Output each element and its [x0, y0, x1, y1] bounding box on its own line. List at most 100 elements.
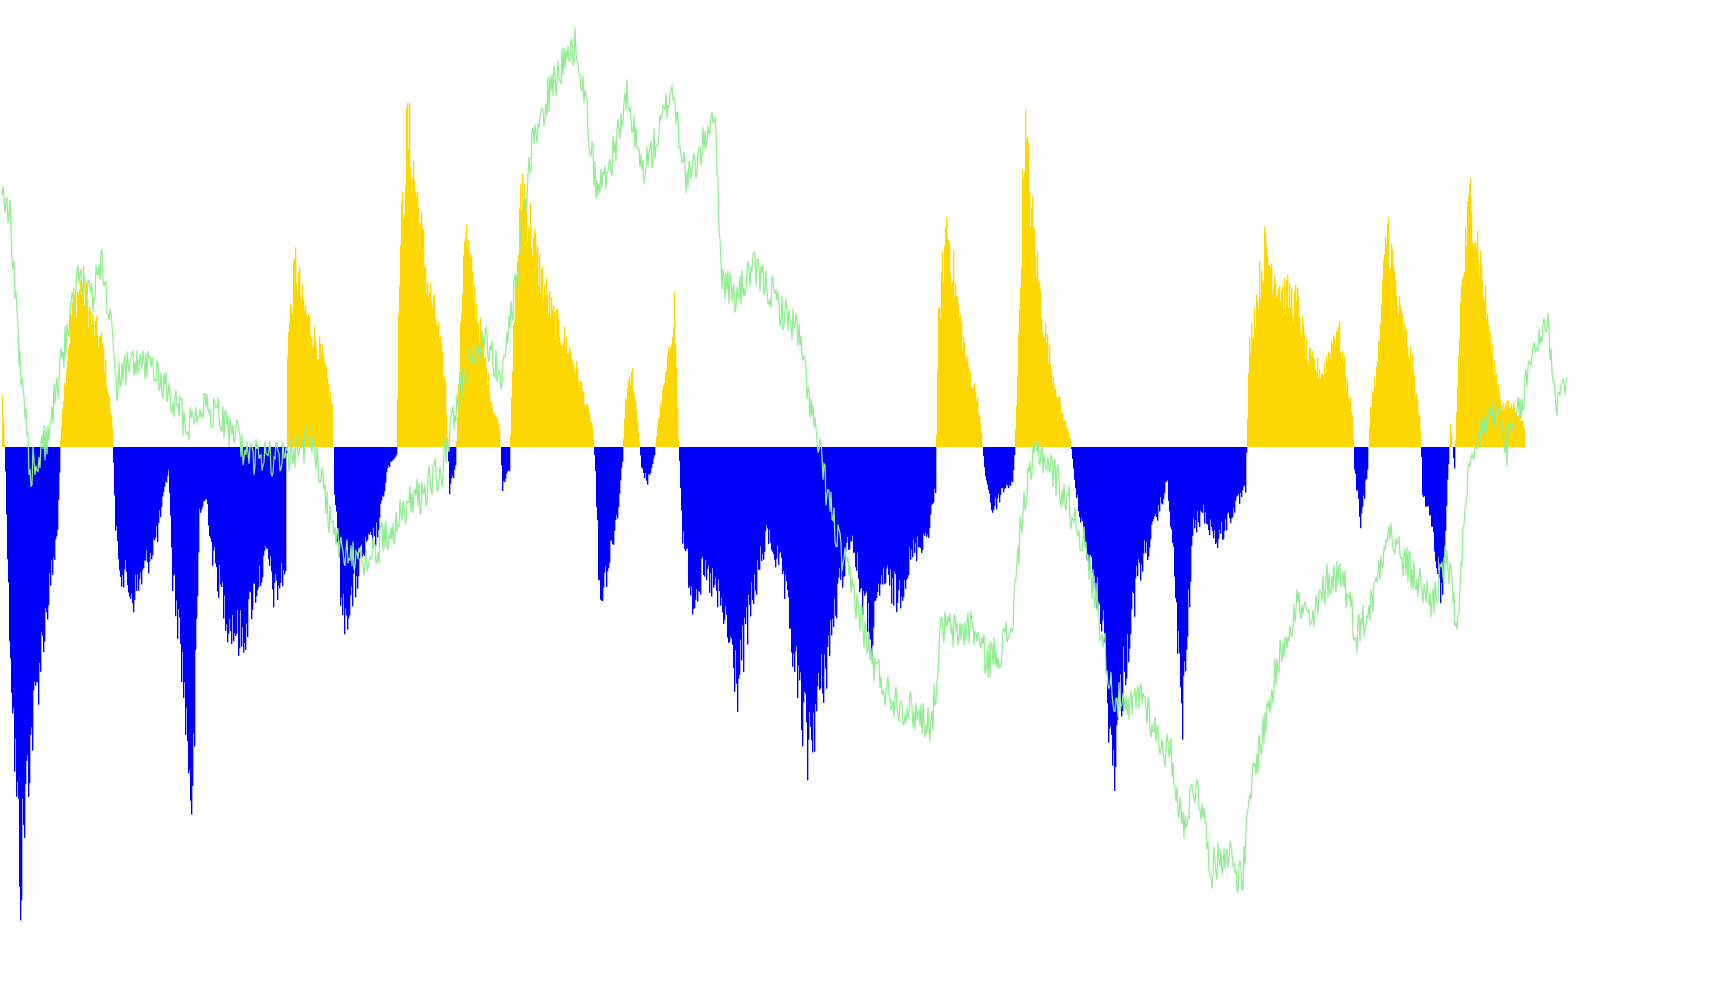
negative-bar: [1177, 447, 1179, 654]
negative-bar: [612, 447, 614, 545]
positive-bar: [941, 271, 943, 447]
positive-bar: [1058, 396, 1060, 447]
negative-bar: [1216, 447, 1218, 543]
positive-bar: [539, 254, 541, 447]
positive-bar: [1505, 405, 1507, 447]
positive-bar: [1491, 352, 1493, 447]
negative-bar: [340, 447, 342, 606]
negative-bar: [257, 447, 259, 591]
positive-bar: [1381, 304, 1383, 447]
negative-bar: [989, 447, 991, 494]
negative-bar: [363, 447, 365, 555]
negative-bar: [1453, 447, 1455, 459]
positive-bar: [1401, 310, 1403, 447]
negative-bar: [884, 447, 886, 585]
positive-bar: [669, 351, 671, 447]
negative-bar: [752, 447, 754, 601]
negative-bar: [912, 447, 914, 558]
negative-bar: [55, 447, 57, 540]
negative-bar: [803, 447, 805, 703]
negative-bar: [1426, 447, 1428, 507]
positive-bar: [533, 237, 535, 447]
negative-bar: [991, 447, 993, 511]
negative-bar: [780, 447, 782, 553]
negative-bar: [1203, 447, 1205, 505]
positive-bar: [498, 423, 500, 447]
positive-bar: [63, 401, 65, 447]
negative-bar: [45, 447, 47, 609]
positive-bar: [532, 255, 534, 447]
negative-bar: [140, 447, 142, 573]
negative-bar: [9, 447, 11, 641]
negative-bar: [909, 447, 911, 548]
positive-bar: [1394, 271, 1396, 447]
negative-bar: [919, 447, 921, 548]
positive-bar: [1018, 333, 1020, 447]
positive-bar: [657, 427, 659, 447]
positive-bar: [107, 390, 109, 447]
negative-bar: [814, 447, 816, 752]
positive-bar: [1035, 255, 1037, 447]
positive-bar: [1523, 425, 1525, 447]
positive-bar: [965, 354, 967, 447]
positive-bar: [963, 336, 965, 447]
negative-bar: [594, 447, 596, 456]
negative-bar: [1073, 447, 1075, 469]
negative-bar: [1360, 447, 1362, 529]
positive-bar: [417, 191, 419, 447]
negative-bar: [1165, 447, 1167, 483]
negative-bar: [916, 447, 918, 562]
positive-bar: [90, 310, 92, 447]
negative-bar: [896, 447, 898, 613]
negative-bar: [772, 447, 774, 552]
negative-bar: [144, 447, 146, 561]
negative-bar: [865, 447, 867, 594]
negative-bar: [599, 447, 601, 581]
positive-bar: [588, 408, 590, 447]
negative-bar: [279, 447, 281, 589]
negative-bar: [1089, 447, 1091, 558]
negative-bar: [731, 447, 733, 639]
negative-bar: [721, 447, 723, 598]
positive-bar: [465, 236, 467, 447]
negative-bar: [747, 447, 749, 645]
positive-bar: [961, 323, 963, 447]
positive-bar: [1507, 408, 1509, 447]
positive-bar: [628, 380, 630, 447]
positive-bar: [978, 412, 980, 447]
negative-bar: [1364, 447, 1366, 499]
negative-bar: [611, 447, 613, 540]
negative-bar: [505, 447, 507, 479]
negative-bar: [121, 447, 123, 587]
positive-bar: [1294, 290, 1296, 447]
negative-bar: [1099, 447, 1101, 604]
negative-bar: [750, 447, 752, 617]
negative-bar: [895, 447, 897, 575]
negative-bar: [600, 447, 602, 600]
positive-bar: [629, 376, 631, 447]
negative-bar: [927, 447, 929, 535]
negative-bar: [392, 447, 394, 461]
positive-bar: [1048, 363, 1050, 447]
positive-bar: [296, 282, 298, 447]
positive-bar: [1267, 256, 1269, 447]
negative-bar: [880, 447, 882, 585]
positive-bar: [491, 401, 493, 447]
negative-bar: [1424, 447, 1426, 497]
positive-bar: [398, 313, 400, 447]
negative-bar: [11, 447, 13, 693]
positive-bar: [494, 413, 496, 447]
positive-bar: [401, 202, 403, 447]
positive-bar: [510, 434, 512, 447]
negative-bar: [504, 447, 506, 483]
negative-bar: [1097, 447, 1099, 577]
negative-bar: [278, 447, 280, 586]
positive-bar: [306, 314, 308, 447]
negative-bar: [864, 447, 866, 596]
positive-bar: [1417, 399, 1419, 447]
negative-bar: [1213, 447, 1215, 539]
positive-bar: [1524, 428, 1526, 447]
positive-bar: [71, 315, 73, 447]
positive-bar: [91, 324, 93, 447]
positive-bar: [1473, 247, 1475, 447]
